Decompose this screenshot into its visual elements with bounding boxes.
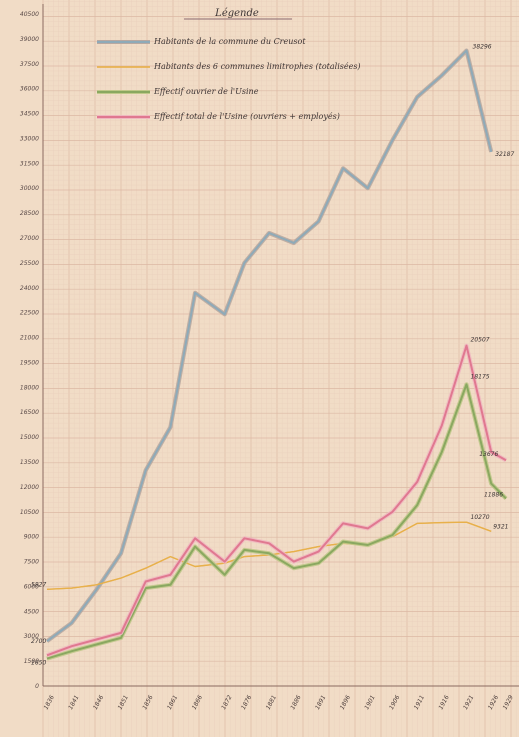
y-tick-label: 40500	[20, 11, 39, 18]
data-label: 13676	[479, 451, 498, 458]
y-tick-label: 16500	[20, 409, 39, 416]
legend-entry-label: Habitants de la commune du Creusot	[153, 37, 306, 46]
y-tick-label: 18000	[20, 384, 39, 391]
y-tick-labels: 0 1500 3000 4500 6000 7500 9000 10500 12000 13500…	[20, 11, 39, 690]
x-tick-label: 1929	[502, 694, 515, 711]
legend-entry-label: Effectif total de l'Usine (ouvriers + em…	[153, 112, 340, 121]
series-line	[46, 383, 507, 660]
y-tick-label: 6000	[24, 583, 39, 590]
grid	[42, 0, 519, 737]
series-lines	[45, 48, 508, 661]
y-tick-label: 31500	[20, 160, 39, 167]
y-tick-label: 37500	[20, 61, 39, 68]
x-tick-label: 1906	[388, 694, 401, 711]
y-tick-label: 33000	[20, 135, 39, 142]
y-tick-label: 30000	[20, 185, 39, 192]
x-tick-label: 1866	[191, 694, 204, 711]
y-tick-label: 1500	[24, 658, 39, 665]
data-label: 32187	[495, 151, 514, 158]
y-tick-label: 0	[35, 683, 39, 690]
data-label: 18175	[471, 373, 490, 380]
legend-entry-label: Habitants des 6 communes limitrophes (to…	[153, 62, 361, 71]
y-tick-label: 13500	[20, 459, 39, 466]
data-label: 2700	[31, 638, 46, 645]
y-tick-label: 4500	[24, 608, 39, 615]
x-tick-label: 1896	[339, 694, 352, 711]
x-tick-label: 1856	[141, 694, 154, 711]
data-label: 20507	[471, 337, 490, 344]
y-tick-label: 39000	[20, 36, 39, 43]
x-tick-label: 1891	[314, 694, 327, 711]
y-tick-label: 19500	[20, 359, 39, 366]
y-tick-label: 12000	[20, 484, 39, 491]
x-tick-label: 1886	[289, 694, 302, 711]
data-label: 5827	[31, 581, 46, 588]
x-tick-label: 1872	[220, 694, 233, 711]
series-line	[46, 344, 507, 657]
y-tick-label: 21000	[20, 335, 39, 342]
data-label: 9321	[493, 523, 508, 530]
legend-title: Légende	[214, 8, 259, 19]
y-tick-label: 7500	[24, 559, 39, 566]
y-tick-label: 9000	[24, 534, 39, 541]
data-label: 10270	[471, 514, 490, 521]
y-tick-label: 25500	[20, 260, 39, 267]
y-tick-label: 36000	[20, 86, 39, 93]
x-tick-label: 1836	[43, 694, 56, 711]
y-tick-label: 10500	[20, 509, 39, 516]
axes	[42, 4, 519, 687]
legend-entry-label: Effectif ouvrier de l'Usine	[153, 87, 259, 96]
y-tick-label: 24000	[20, 285, 39, 292]
x-tick-label: 1911	[413, 694, 426, 711]
x-tick-label: 1846	[92, 694, 105, 711]
data-label: 1650	[31, 660, 46, 667]
y-tick-label: 3000	[24, 633, 39, 640]
x-tick-labels: 1836 1841 1846 1851 1856 1861 1866 1872 1876 1881…	[43, 694, 515, 711]
x-tick-label: 1851	[117, 694, 130, 711]
y-tick-label: 27000	[20, 235, 39, 242]
x-tick-label: 1916	[437, 694, 450, 711]
x-tick-label: 1926	[487, 694, 500, 711]
x-tick-label: 1876	[240, 694, 253, 711]
legend: Légende Habitants de la commune du Creuso…	[97, 8, 361, 121]
data-label: 38296	[473, 44, 492, 51]
series-line	[46, 49, 493, 643]
y-tick-label: 28500	[20, 210, 39, 217]
y-tick-label: 34500	[20, 111, 39, 118]
y-tick-label: 22500	[20, 310, 39, 317]
data-label: 11886	[484, 492, 503, 499]
y-tick-label: 15000	[20, 434, 39, 441]
